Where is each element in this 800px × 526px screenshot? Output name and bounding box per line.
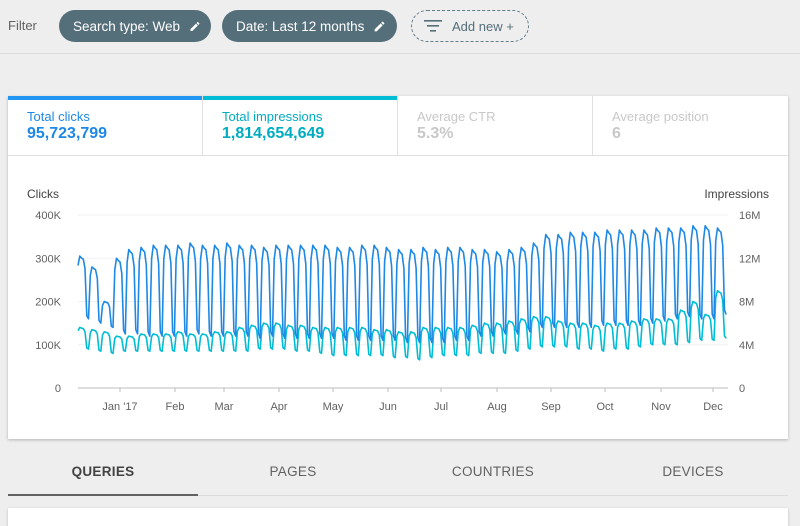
- tab-devices[interactable]: DEVICES: [662, 464, 724, 479]
- left-tick-label: 100K: [35, 340, 61, 352]
- x-tick-label: Feb: [166, 401, 185, 413]
- x-tick-label: Apr: [270, 401, 287, 413]
- performance-chart: Clicks Impressions 400K 16M 300K 12M 200K 8M 100…: [8, 176, 788, 416]
- pencil-icon[interactable]: [189, 20, 201, 33]
- metric-active-bar: [203, 96, 397, 100]
- pencil-icon[interactable]: [373, 20, 386, 33]
- metric-active-bar: [8, 96, 202, 100]
- x-tick-label: Nov: [651, 401, 671, 413]
- x-tick-label: Jan '17: [102, 401, 137, 413]
- line-chart: Clicks Impressions 400K 16M 300K 12M 200K 8M 100…: [27, 187, 769, 413]
- right-axis-title: Impressions: [704, 187, 769, 201]
- x-tick-label: Sep: [541, 401, 561, 413]
- left-tick-label: 200K: [35, 297, 61, 309]
- x-tick-label: Oct: [596, 401, 613, 413]
- queries-table-card: [8, 508, 788, 526]
- total-impressions-value: 1,814,654,649: [222, 125, 325, 142]
- right-tick-label: 4M: [739, 340, 754, 352]
- average-ctr-label: Average CTR: [417, 109, 496, 124]
- right-tick-label: 0: [739, 383, 745, 395]
- filter-label: Filter: [8, 18, 37, 33]
- average-ctr-value: 5.3%: [417, 125, 454, 142]
- tab-countries[interactable]: COUNTRIES: [451, 464, 535, 479]
- search-type-filter-chip[interactable]: Search type: Web: [59, 10, 211, 42]
- filter-bar: Filter Search type: Web Date: Last 12 mo…: [0, 0, 800, 54]
- add-new-label: Add new +: [452, 18, 514, 34]
- clicks-series-line: [77, 225, 727, 344]
- search-type-chip-label: Search type: Web: [73, 18, 181, 34]
- x-tick-label: Jun: [379, 401, 397, 413]
- x-tick-label: May: [323, 401, 344, 413]
- left-tick-label: 400K: [35, 210, 61, 222]
- date-chip-label: Date: Last 12 months: [236, 18, 365, 34]
- x-tick-label: Aug: [487, 401, 507, 413]
- tab-pages[interactable]: PAGES: [269, 464, 317, 479]
- total-clicks-value: 95,723,799: [27, 125, 108, 142]
- add-new-filter-button[interactable]: Add new +: [411, 10, 529, 42]
- total-clicks-metric[interactable]: Total clicks 95,723,799: [8, 96, 203, 156]
- tab-queries[interactable]: QUERIES: [8, 450, 198, 496]
- left-tick-label: 0: [55, 383, 61, 395]
- average-position-metric[interactable]: Average position 6: [593, 96, 788, 156]
- x-tick-label: Dec: [703, 401, 723, 413]
- performance-card: Total clicks 95,723,799 Total impression…: [8, 96, 788, 439]
- left-tick-label: 300K: [35, 253, 61, 265]
- metric-selector: Total clicks 95,723,799 Total impression…: [8, 96, 788, 156]
- average-position-label: Average position: [612, 109, 709, 124]
- x-tick-label: Mar: [215, 401, 234, 413]
- right-tick-label: 8M: [739, 297, 754, 309]
- total-impressions-label: Total impressions: [222, 109, 323, 124]
- average-ctr-metric[interactable]: Average CTR 5.3%: [398, 96, 593, 156]
- x-tick-label: Jul: [434, 401, 448, 413]
- filter-list-icon: [424, 20, 442, 32]
- date-filter-chip[interactable]: Date: Last 12 months: [222, 10, 397, 42]
- right-tick-label: 16M: [739, 210, 760, 222]
- right-tick-label: 12M: [739, 253, 760, 265]
- left-axis-title: Clicks: [27, 187, 59, 201]
- average-position-value: 6: [612, 125, 621, 142]
- impressions-series-line: [77, 289, 727, 361]
- dimension-tabs: QUERIES PAGES COUNTRIES DEVICES: [8, 450, 788, 496]
- total-clicks-label: Total clicks: [27, 109, 90, 124]
- total-impressions-metric[interactable]: Total impressions 1,814,654,649: [203, 96, 398, 156]
